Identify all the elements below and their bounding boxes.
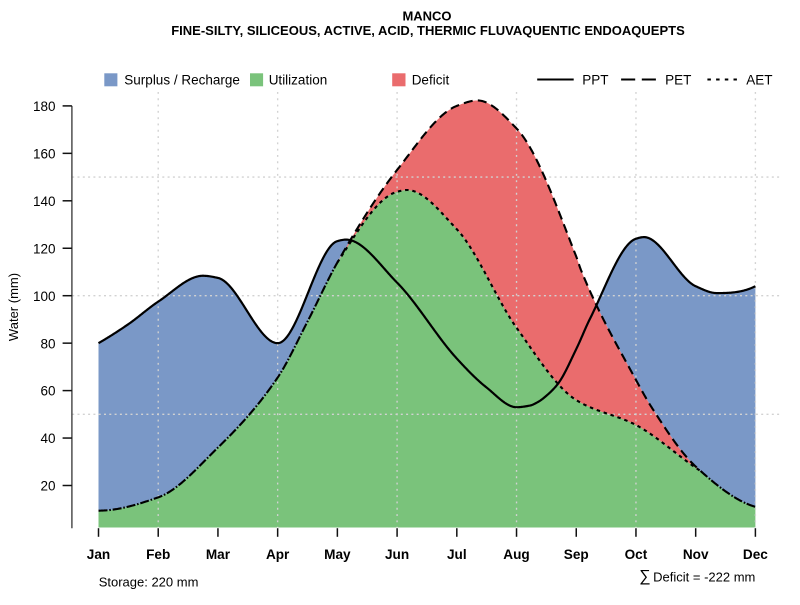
svg-text:Storage: 220 mm: Storage: 220 mm (99, 574, 199, 589)
svg-text:∑: ∑ (639, 568, 650, 585)
svg-text:Oct: Oct (625, 547, 648, 562)
svg-text:Nov: Nov (683, 547, 709, 562)
svg-text:PET: PET (665, 72, 691, 87)
svg-text:Sep: Sep (564, 547, 589, 562)
svg-text:AET: AET (746, 72, 772, 87)
svg-text:20: 20 (40, 479, 55, 494)
svg-text:80: 80 (40, 336, 55, 351)
svg-text:Deficit: Deficit (412, 72, 450, 87)
svg-text:Apr: Apr (266, 547, 290, 562)
svg-text:MANCO: MANCO (402, 9, 451, 24)
svg-text:Mar: Mar (206, 547, 231, 562)
svg-text:Jan: Jan (87, 547, 110, 562)
svg-text:Aug: Aug (503, 547, 529, 562)
svg-text:FINE-SILTY, SILICEOUS, ACTIVE,: FINE-SILTY, SILICEOUS, ACTIVE, ACID, THE… (171, 23, 685, 38)
svg-text:120: 120 (33, 241, 56, 256)
svg-text:Surplus / Recharge: Surplus / Recharge (124, 72, 240, 87)
svg-text:140: 140 (33, 194, 56, 209)
svg-text:Deficit = -222 mm: Deficit = -222 mm (653, 570, 755, 585)
svg-text:PPT: PPT (582, 72, 608, 87)
svg-text:Jul: Jul (447, 547, 467, 562)
svg-text:100: 100 (33, 289, 56, 304)
svg-text:Water (mm): Water (mm) (6, 273, 21, 341)
svg-text:40: 40 (40, 431, 55, 446)
svg-text:Jun: Jun (385, 547, 409, 562)
svg-text:160: 160 (33, 146, 56, 161)
svg-text:60: 60 (40, 384, 55, 399)
svg-text:Utilization: Utilization (269, 72, 328, 87)
svg-text:180: 180 (33, 99, 56, 114)
svg-text:Dec: Dec (743, 547, 768, 562)
svg-text:Feb: Feb (146, 547, 170, 562)
svg-text:May: May (324, 547, 351, 562)
